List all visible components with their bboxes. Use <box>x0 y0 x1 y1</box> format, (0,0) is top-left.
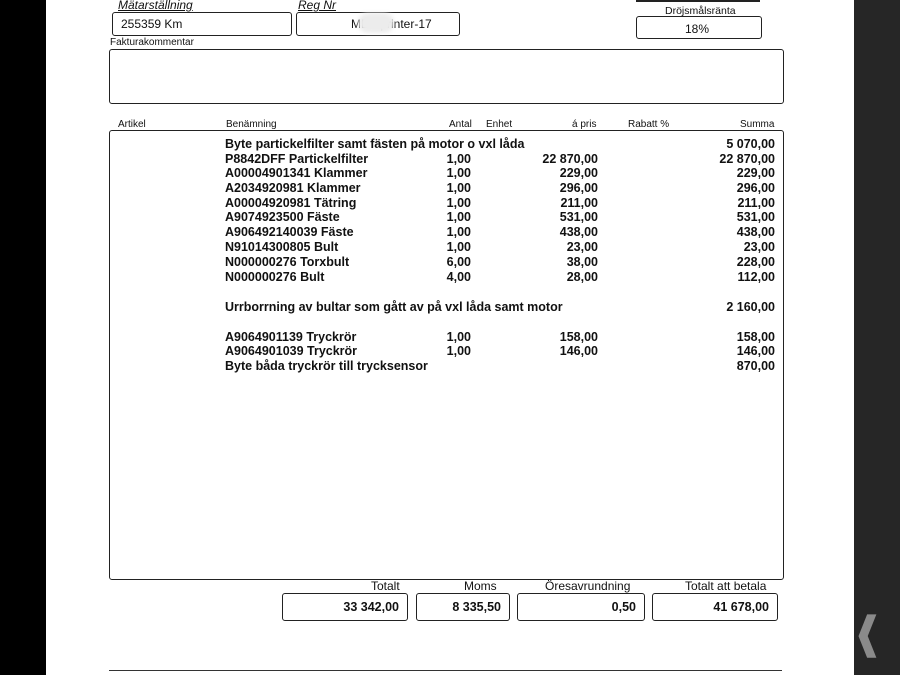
viewer-side-panel <box>854 0 900 675</box>
col-rabatt: Rabatt % <box>628 119 670 130</box>
row-text: A9064901039 Tryckrör <box>225 344 358 358</box>
invoice-page: Mätarställning 255359 Km Reg Nr MB Sprin… <box>46 0 854 675</box>
row-summa: 5 070,00 <box>726 137 775 151</box>
col-apris: á pris <box>572 119 597 130</box>
table-row: Urrborrning av bultar som gått av på vxl… <box>225 300 775 315</box>
col-summa: Summa <box>740 119 775 130</box>
row-antal: 1,00 <box>446 181 471 195</box>
row-text: N000000276 Bult <box>225 270 325 284</box>
row-apris: 158,00 <box>559 330 598 344</box>
row-text: N91014300805 Bult <box>225 240 339 254</box>
chevron-icon[interactable]: ❰ <box>853 609 882 656</box>
row-summa: 228,00 <box>736 255 775 269</box>
col-benamning: Benämning <box>226 119 277 130</box>
row-antal: 4,00 <box>446 270 471 284</box>
row-summa: 438,00 <box>736 225 775 239</box>
matarstallning-label: Mätarställning <box>118 0 193 12</box>
row-apris: 28,00 <box>566 270 598 284</box>
row-apris: 22 870,00 <box>542 152 598 166</box>
row-antal: 1,00 <box>446 196 471 210</box>
col-antal: Antal <box>449 119 472 130</box>
row-text: A9064901139 Tryckrör <box>225 330 357 344</box>
row-summa: 296,00 <box>736 181 775 195</box>
row-apris: 211,00 <box>560 196 598 210</box>
redacted-plate <box>358 13 394 33</box>
drojsmal-value: 18% <box>685 22 710 36</box>
row-text: A906492140039 Fäste <box>225 225 354 239</box>
row-text: N000000276 Torxbult <box>225 255 350 269</box>
row-antal: 1,00 <box>446 225 471 239</box>
row-text: A9074923500 Fäste <box>225 210 340 224</box>
row-summa: 229,00 <box>736 166 775 180</box>
table-row: P8842DFF Partickelfilter 1,00 22 870,00 … <box>225 152 775 167</box>
row-text: A2034920981 Klammer <box>225 181 361 195</box>
row-antal: 1,00 <box>446 210 471 224</box>
row-apris: 146,00 <box>559 344 598 358</box>
matarstallning-value: 255359 Km <box>121 17 183 31</box>
row-text: A00004920981 Tätring <box>225 196 357 210</box>
table-row: Byte partickelfilter samt fästen på moto… <box>225 137 775 152</box>
row-text: Byte partickelfilter samt fästen på moto… <box>225 137 525 151</box>
kommentar-label: Fakturakommentar <box>110 37 194 48</box>
row-text: Byte båda tryckrör till trycksensor <box>225 359 428 373</box>
betala-label: Totalt att betala <box>685 579 767 593</box>
betala-value: 41 678,00 <box>652 593 778 621</box>
row-summa: 112,00 <box>737 270 775 284</box>
ore-value: 0,50 <box>517 593 645 621</box>
row-text: P8842DFF Partickelfilter <box>225 152 369 166</box>
table-row: N91014300805 Bult 1,00 23,00 23,00 <box>225 240 775 255</box>
table-row: A9064901139 Tryckrör 1,00 158,00 158,00 <box>225 330 775 345</box>
row-apris: 38,00 <box>566 255 598 269</box>
row-antal: 1,00 <box>446 152 471 166</box>
totalt-label: Totalt <box>371 579 400 593</box>
row-apris: 296,00 <box>559 181 598 195</box>
row-antal: 1,00 <box>446 344 471 358</box>
table-row: A9074923500 Fäste 1,00 531,00 531,00 <box>225 210 775 225</box>
drojsmal-field: 18% <box>636 16 762 39</box>
row-antal: 6,00 <box>446 255 471 269</box>
ore-label: Öresavrundning <box>545 579 631 593</box>
drojsmal-label: Dröjsmålsränta <box>665 5 736 17</box>
row-summa: 158,00 <box>736 330 775 344</box>
table-row: A00004920981 Tätring 1,00 211,00 211,00 <box>225 196 775 211</box>
moms-value: 8 335,50 <box>416 593 510 621</box>
row-apris: 229,00 <box>559 166 598 180</box>
divider <box>109 670 782 671</box>
row-apris: 531,00 <box>559 210 598 224</box>
row-apris: 438,00 <box>559 225 598 239</box>
kommentar-field <box>109 49 784 104</box>
table-row: A9064901039 Tryckrör 1,00 146,00 146,00 <box>225 344 775 359</box>
moms-label: Moms <box>464 579 497 593</box>
regnr-label: Reg Nr <box>298 0 337 12</box>
table-row: N000000276 Torxbult 6,00 38,00 228,00 <box>225 255 775 270</box>
table-row: A00004901341 Klammer 1,00 229,00 229,00 <box>225 166 775 181</box>
col-enhet: Enhet <box>486 119 513 130</box>
row-apris: 23,00 <box>566 240 598 254</box>
row-summa: 146,00 <box>736 344 775 358</box>
totalt-value: 33 342,00 <box>282 593 408 621</box>
row-antal: 1,00 <box>446 166 471 180</box>
row-summa: 211,00 <box>737 196 775 210</box>
col-artikel: Artikel <box>118 119 146 130</box>
table-row: A906492140039 Fäste 1,00 438,00 438,00 <box>225 225 775 240</box>
row-text: Urrborrning av bultar som gått av på vxl… <box>225 300 563 314</box>
table-row: N000000276 Bult 4,00 28,00 112,00 <box>225 270 775 285</box>
row-summa: 531,00 <box>736 210 775 224</box>
items-table <box>109 130 784 580</box>
top-box-edge <box>636 0 760 2</box>
row-text: A00004901341 Klammer <box>225 166 368 180</box>
row-summa: 2 160,00 <box>726 300 775 314</box>
row-summa: 22 870,00 <box>719 152 775 166</box>
row-antal: 1,00 <box>446 330 471 344</box>
row-summa: 870,00 <box>736 359 775 373</box>
table-row: A2034920981 Klammer 1,00 296,00 296,00 <box>225 181 775 196</box>
matarstallning-field: 255359 Km <box>112 12 292 36</box>
row-antal: 1,00 <box>446 240 471 254</box>
table-row: Byte båda tryckrör till trycksensor 870,… <box>225 359 775 374</box>
row-summa: 23,00 <box>743 240 775 254</box>
